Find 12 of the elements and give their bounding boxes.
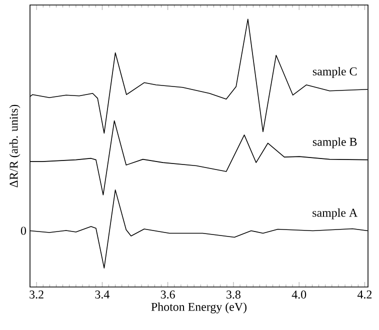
x-tick-label: 4.0 xyxy=(292,290,306,299)
x-axis-title: Photon Energy (eV) xyxy=(151,302,246,314)
x-tick-label: 3.2 xyxy=(30,290,44,299)
series-label: sample B xyxy=(312,137,357,148)
x-tick-label: 3.8 xyxy=(226,290,240,299)
series-label: sample A xyxy=(312,208,358,220)
x-tick-label: 3.4 xyxy=(95,290,110,299)
x-tick-label: 4.2 xyxy=(357,290,372,299)
x-tick-label: 3.6 xyxy=(160,290,175,299)
series-label: sample C xyxy=(312,67,357,78)
y-axis-title: ΔR/R (arb. units) xyxy=(9,104,20,188)
text: 0 xyxy=(20,226,26,235)
